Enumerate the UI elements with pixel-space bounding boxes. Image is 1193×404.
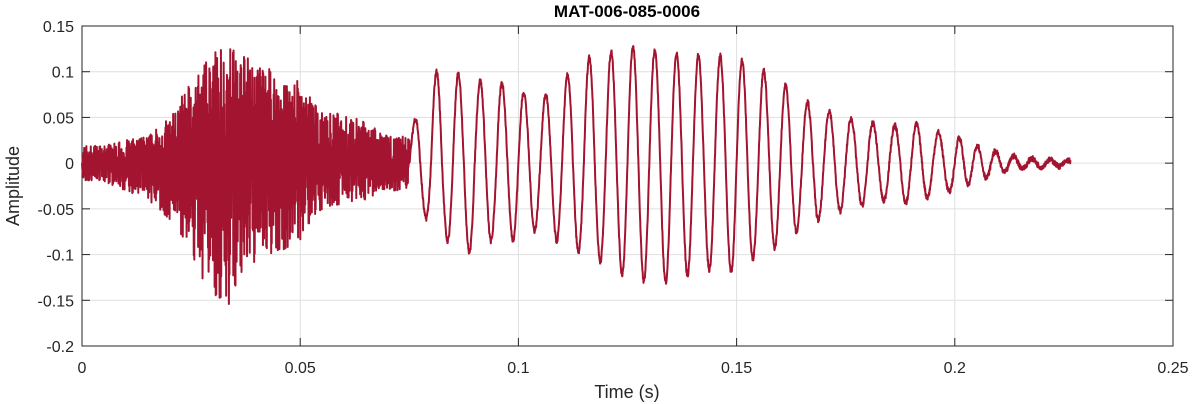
y-tick-label: 0.15	[43, 19, 74, 36]
chart-title: MAT-006-085-0006	[554, 2, 700, 21]
x-tick-label: 0.25	[1157, 360, 1188, 377]
y-tick-label: -0.1	[46, 248, 74, 265]
y-tick-label: -0.15	[38, 293, 75, 310]
y-tick-label: -0.2	[46, 339, 74, 356]
plot-area-border	[81, 25, 1174, 347]
x-tick-label: 0.15	[721, 360, 752, 377]
y-tick-label: 0.1	[52, 65, 74, 82]
y-tick-labels: -0.2 -0.15 -0.1 -0.05 0 0.05 0.1 0.15	[38, 19, 75, 356]
x-tick-labels: 0 0.05 0.1 0.15 0.2 0.25	[78, 360, 1189, 377]
x-tick-label: 0	[78, 360, 87, 377]
y-tick-label: 0.05	[43, 110, 74, 127]
x-axis-label: Time (s)	[594, 382, 659, 402]
y-tick-label: -0.05	[38, 202, 75, 219]
x-tick-label: 0.05	[285, 360, 316, 377]
axis-ticks	[81, 25, 1174, 347]
x-tick-label: 0.2	[944, 360, 966, 377]
y-axis-label: Amplitude	[3, 146, 23, 226]
y-tick-label: 0	[65, 156, 74, 173]
waveform-series-line	[81, 45, 1072, 305]
x-tick-label: 0.1	[507, 360, 529, 377]
